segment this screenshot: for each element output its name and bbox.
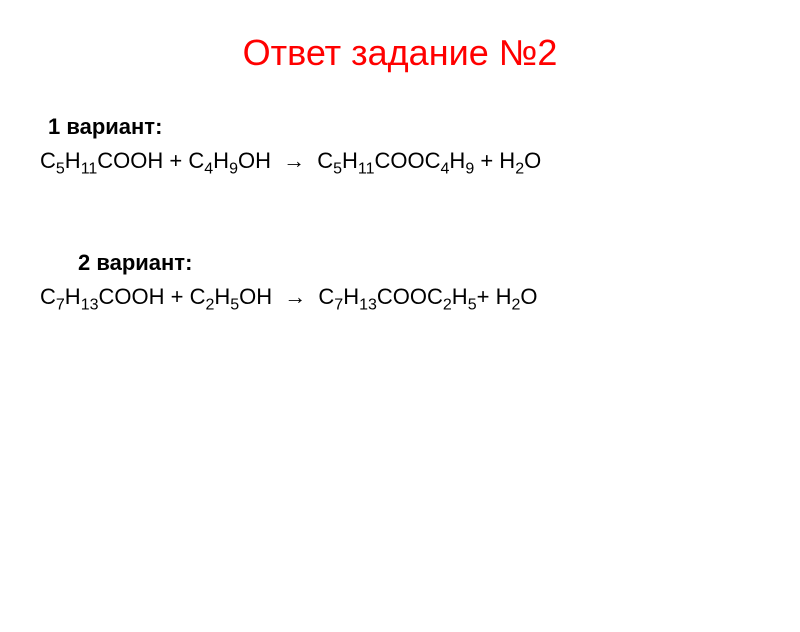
variant2-equation: C7H13COOH + C2H5OH → C7H13COOC2H5+ H2O — [40, 284, 800, 314]
v1-reactant2-c: C — [188, 148, 204, 173]
v1-reactant2-h: H — [213, 148, 229, 173]
v2-plus2: + — [477, 284, 496, 309]
v2-product1-c: C — [318, 284, 334, 309]
v1-product2-o: O — [524, 148, 541, 173]
variant2-label: 2 вариант: — [78, 250, 800, 276]
v2-product1-h: H — [343, 284, 359, 309]
variant1-equation: C5H11COOH + C4H9OH → C5H11COOC4H9 + H2O — [40, 148, 800, 178]
v2-plus1: + — [164, 284, 189, 309]
v1-reactant1-c: C — [40, 148, 56, 173]
v2-reactant2-oh: OH — [239, 284, 272, 309]
v1-product1-sub1: 5 — [333, 160, 342, 177]
v2-product1-sub3: 2 — [443, 297, 452, 314]
v2-reactant1-c: C — [40, 284, 56, 309]
v2-reactant1-h: H — [65, 284, 81, 309]
v1-product1-h: H — [342, 148, 358, 173]
v1-product2-h: H — [499, 148, 515, 173]
v1-reactant2-sub1: 4 — [204, 160, 213, 177]
v2-product2-o: O — [520, 284, 537, 309]
v1-reactant1-h: H — [65, 148, 81, 173]
v1-reactant1-sub2: 11 — [81, 160, 98, 177]
v1-plus2: + — [474, 148, 499, 173]
v2-product1-sub2: 13 — [359, 297, 377, 314]
v2-reactant1-sub2: 13 — [81, 297, 99, 314]
v1-plus1: + — [163, 148, 188, 173]
v2-reactant2-sub2: 5 — [230, 297, 239, 314]
v2-reactant1-sub1: 7 — [56, 297, 65, 314]
v1-reactant2-sub2: 9 — [229, 160, 238, 177]
v2-reactant2-c: C — [190, 284, 206, 309]
v1-product1-sub2: 11 — [358, 160, 375, 177]
v1-reactant1-sub1: 5 — [56, 160, 65, 177]
page-title: Ответ задание №2 — [0, 32, 800, 74]
v1-product1-c: C — [317, 148, 333, 173]
v1-product1-sub4: 9 — [465, 160, 474, 177]
v2-product1-sub1: 7 — [334, 297, 343, 314]
v1-reactant1-cooh: COOH — [97, 148, 163, 173]
v1-product1-cooc: COOC — [375, 148, 441, 173]
v2-product1-cooc: COOC — [377, 284, 443, 309]
v1-arrow: → — [283, 148, 305, 173]
v2-arrow: → — [284, 284, 306, 309]
v1-product2-sub: 2 — [515, 160, 524, 177]
v2-product1-sub4: 5 — [468, 297, 477, 314]
v2-product1-h2: H — [452, 284, 468, 309]
v2-reactant2-h: H — [214, 284, 230, 309]
v2-product2-h: H — [496, 284, 512, 309]
v1-reactant2-oh: OH — [238, 148, 271, 173]
v2-reactant1-cooh: COOH — [98, 284, 164, 309]
variant1-label: 1 вариант: — [48, 114, 800, 140]
v1-product1-h2: H — [449, 148, 465, 173]
